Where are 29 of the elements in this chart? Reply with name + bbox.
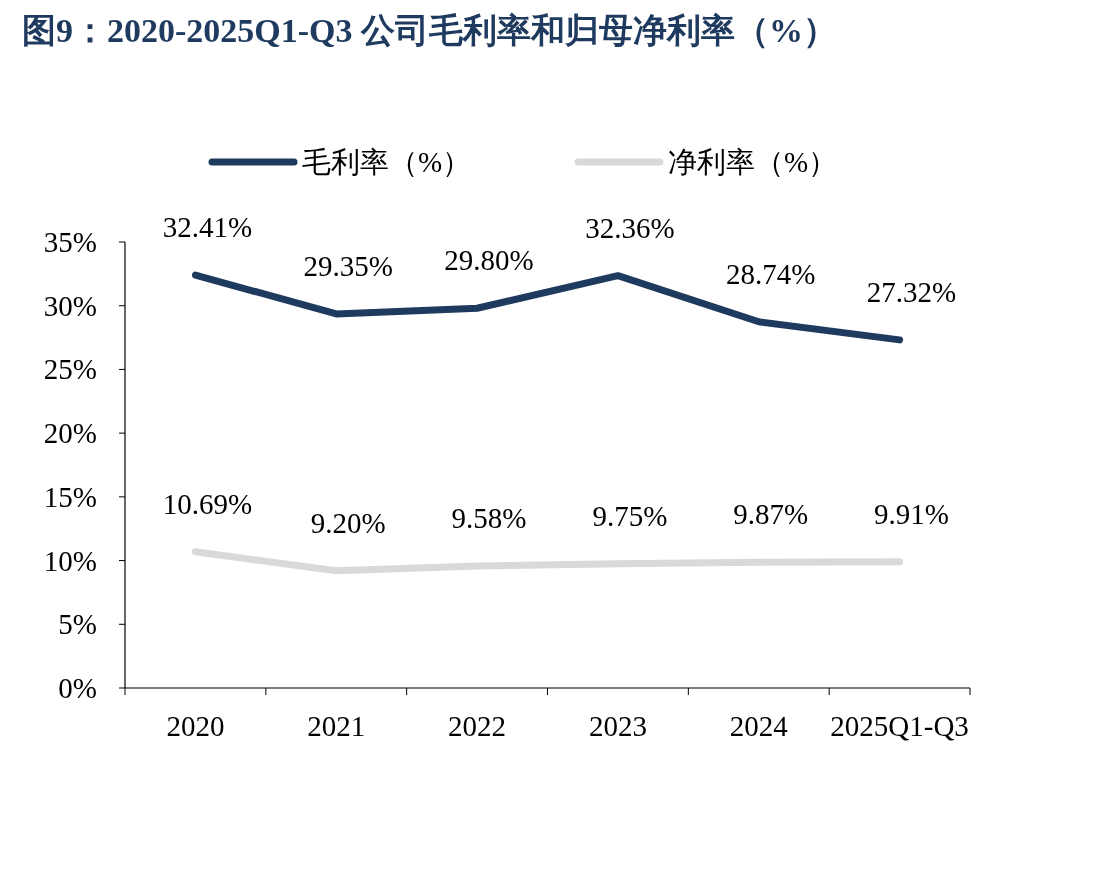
y-tick-label: 20%: [43, 417, 97, 450]
data-label: 28.74%: [726, 257, 816, 290]
data-label: 9.20%: [310, 506, 386, 539]
data-label: 9.75%: [592, 499, 668, 532]
y-tick-label: 10%: [43, 544, 97, 577]
y-tick-label: 25%: [43, 353, 97, 386]
x-tick-label: 2020: [166, 710, 225, 742]
legend-label: 净利率（%）: [668, 146, 838, 178]
y-tick-label: 30%: [43, 289, 97, 322]
data-label: 32.41%: [162, 211, 253, 243]
x-tick-label: 2024: [729, 710, 789, 742]
legend-label: 毛利率（%）: [302, 146, 472, 178]
data-label: 27.32%: [866, 275, 957, 308]
data-label: 32.36%: [585, 211, 675, 244]
data-label: 9.58%: [451, 501, 527, 534]
x-tick-label: 2023: [588, 710, 647, 742]
x-tick-label: 2021: [307, 710, 366, 742]
data-label: 9.87%: [733, 498, 809, 531]
data-label: 29.35%: [303, 250, 393, 282]
chart-title: 图9：2020-2025Q1-Q3 公司毛利率和归母净利率（%）: [22, 12, 838, 49]
data-label: 10.69%: [162, 487, 253, 520]
y-tick-label: 0%: [58, 672, 97, 704]
data-label: 29.80%: [444, 244, 534, 277]
y-tick-label: 15%: [43, 480, 97, 513]
x-tick-label: 2025Q1-Q3: [830, 710, 969, 742]
y-tick-label: 35%: [43, 226, 97, 258]
x-tick-label: 2022: [448, 710, 507, 742]
data-label: 9.91%: [874, 497, 950, 530]
y-tick-label: 5%: [58, 608, 97, 641]
